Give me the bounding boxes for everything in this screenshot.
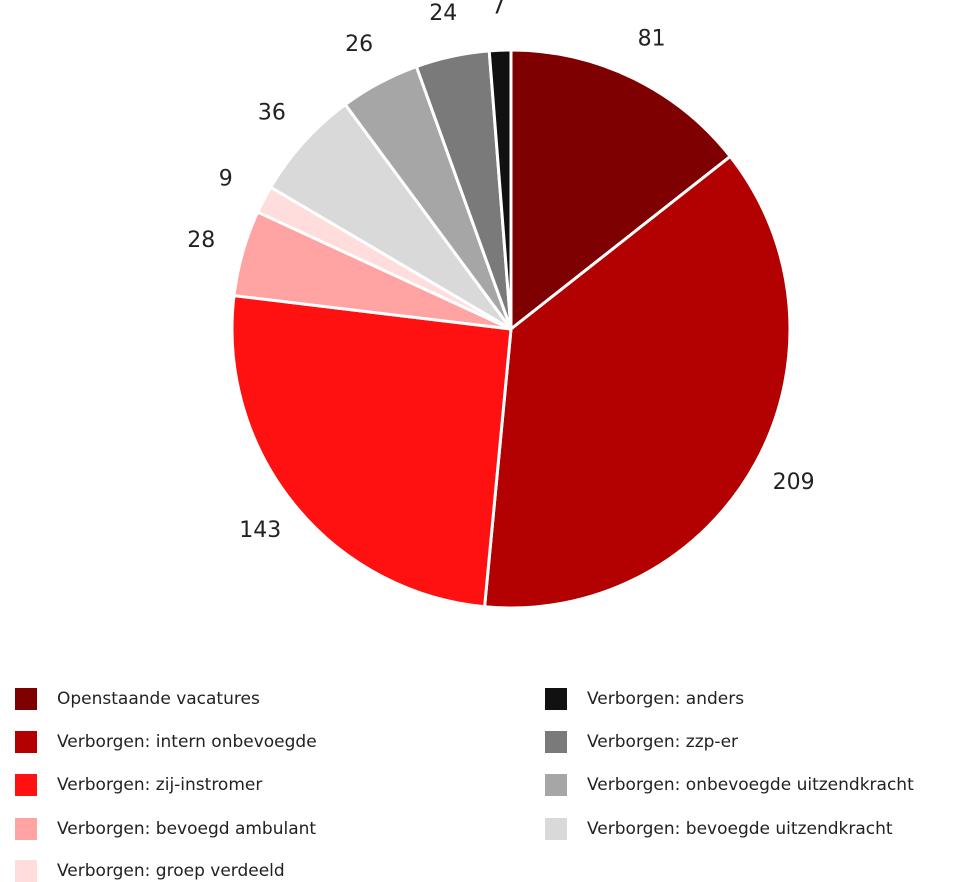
- legend-swatch: [15, 688, 37, 710]
- pie-slice: [487, 48, 513, 330]
- legend-swatch: [545, 731, 567, 753]
- legend-label: Verborgen: bevoegd ambulant: [57, 819, 316, 839]
- pie-slice: [509, 48, 733, 333]
- value-label: 28: [187, 228, 215, 253]
- legend-swatch: [15, 731, 37, 753]
- legend-swatch: [15, 860, 37, 882]
- value-label: 143: [239, 518, 281, 543]
- legend-label: Verborgen: anders: [587, 689, 744, 709]
- legend-label: Verborgen: zzp-er: [587, 732, 738, 752]
- value-label: 24: [429, 1, 457, 26]
- legend-swatch: [545, 774, 567, 796]
- legend-swatch: [545, 688, 567, 710]
- value-label: 7: [491, 0, 505, 19]
- legend-label: Verborgen: intern onbevoegde: [57, 732, 317, 752]
- legend-swatch: [545, 818, 567, 840]
- legend-label: Openstaande vacatures: [57, 689, 260, 709]
- legend-swatch: [15, 774, 37, 796]
- pie-slice: [230, 293, 513, 609]
- pie-slice: [268, 102, 513, 331]
- value-label: 9: [219, 167, 233, 192]
- legend-swatch: [15, 818, 37, 840]
- legend-label: Verborgen: zij-instromer: [57, 775, 262, 795]
- legend-label: Verborgen: groep verdeeld: [57, 861, 285, 881]
- value-label: 26: [345, 32, 373, 57]
- value-label: 81: [638, 26, 666, 51]
- legend-label: Verborgen: onbevoegde uitzendkracht: [587, 775, 914, 795]
- value-label: 209: [773, 470, 815, 495]
- value-label: 36: [258, 100, 286, 125]
- legend-label: Verborgen: bevoegde uitzendkracht: [587, 819, 893, 839]
- pie-slice: [482, 154, 792, 610]
